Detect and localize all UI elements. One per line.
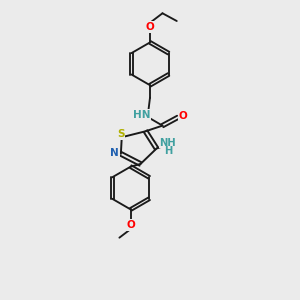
Text: HN: HN xyxy=(133,110,150,120)
Text: O: O xyxy=(126,220,135,230)
Text: H: H xyxy=(164,146,172,157)
Text: S: S xyxy=(117,129,124,139)
Text: O: O xyxy=(146,22,154,32)
Text: O: O xyxy=(179,111,188,121)
Text: N: N xyxy=(110,148,119,158)
Text: NH: NH xyxy=(160,138,176,148)
